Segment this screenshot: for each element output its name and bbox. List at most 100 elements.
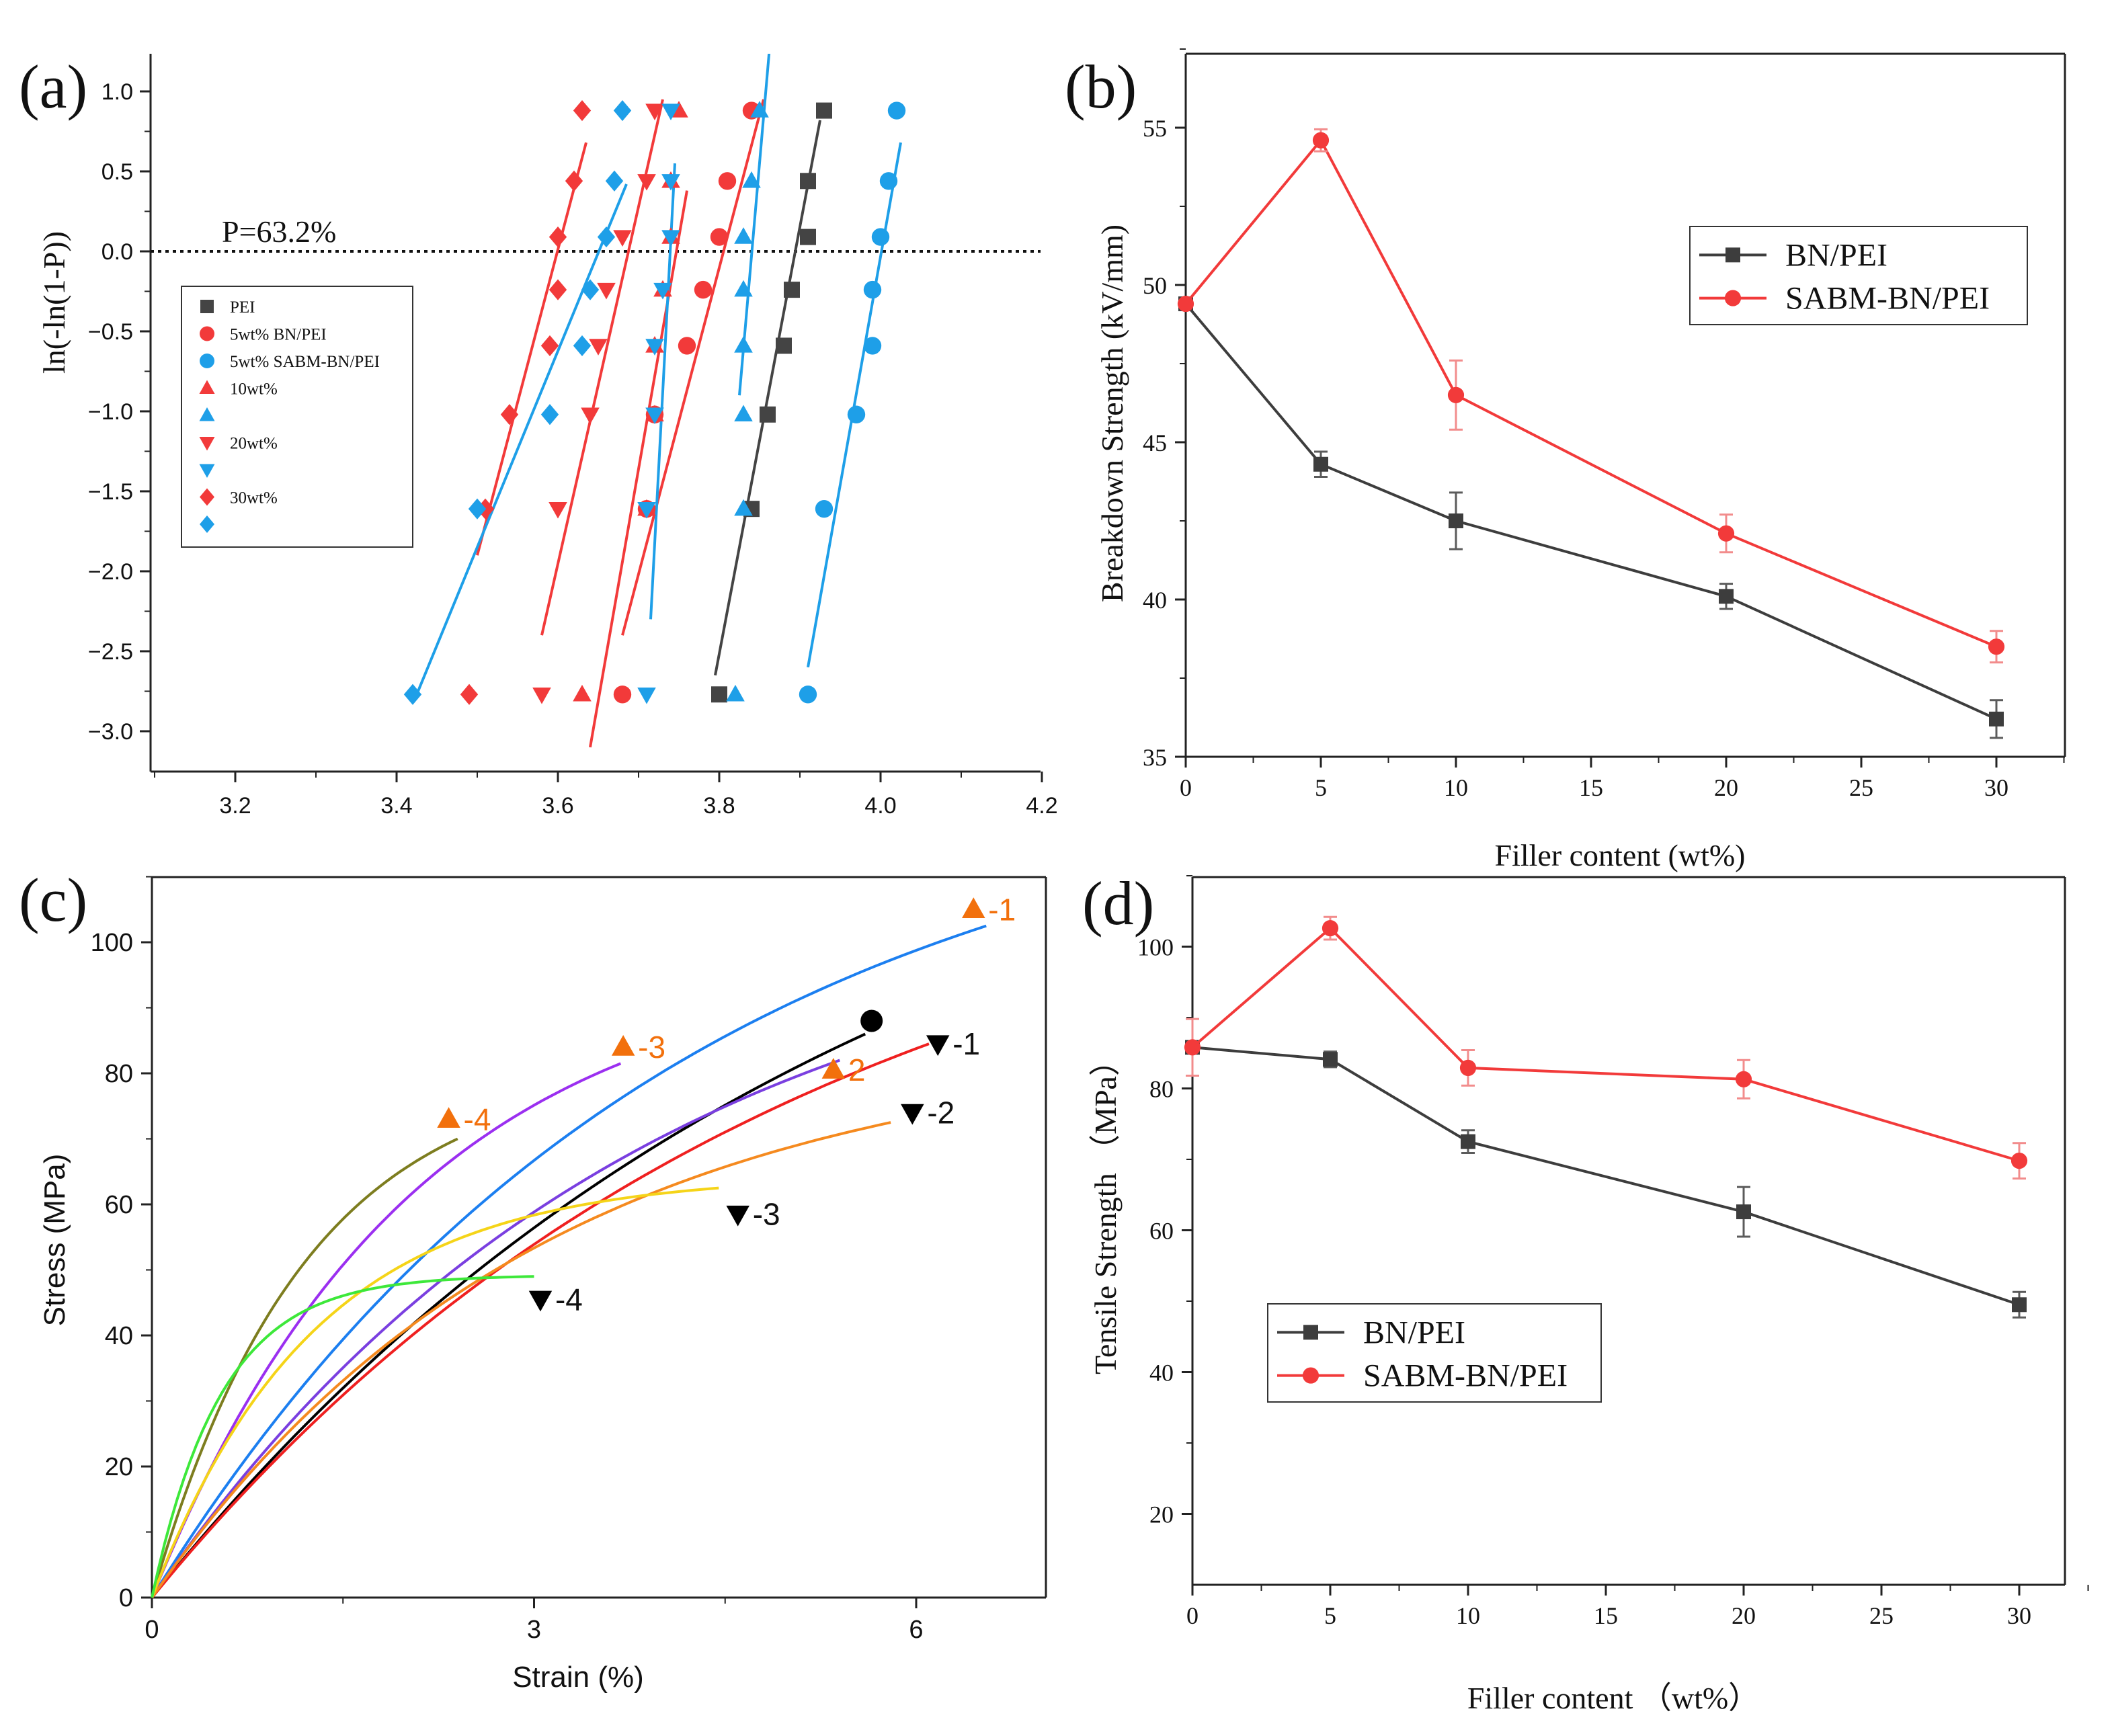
series-line-0: [1192, 1046, 2020, 1307]
data-point-2-0: [799, 686, 817, 704]
y-tick-label: −3.0: [88, 719, 133, 745]
x-tick-label: 3: [527, 1616, 541, 1644]
y-tick-label: −0.5: [88, 319, 133, 345]
y-tick-label: −2.0: [88, 559, 133, 585]
data-point-6-5: [661, 230, 680, 247]
legend-label-0: PEI: [230, 298, 255, 317]
x-tick-label: 25: [1849, 774, 1873, 801]
y-tick-label: 20: [1149, 1501, 1174, 1528]
panel-c-xlabel: Strain (%): [512, 1661, 644, 1694]
fit-line-1: [621, 99, 765, 636]
curve-label-6: -2: [927, 1096, 955, 1130]
panel-b-label: (b): [1065, 52, 1137, 121]
legend-box: [1267, 1303, 1602, 1403]
data-point-1-0: [1184, 1039, 1201, 1056]
data-point-0-1: [1313, 456, 1328, 472]
data-point-5-2: [581, 407, 600, 425]
x-tick-label: 10: [1444, 774, 1468, 801]
data-point-6-0: [637, 688, 656, 704]
y-tick-label: −2.5: [88, 639, 133, 665]
data-point-4-2: [734, 405, 753, 421]
data-point-0-3: [1736, 1204, 1751, 1220]
data-point-2-3: [863, 337, 882, 355]
data-point-6-4: [653, 282, 672, 300]
data-point-5-7: [645, 104, 664, 120]
data-point-4-6: [742, 171, 761, 188]
data-point-7-6: [565, 170, 583, 192]
panel-c-label: (c): [19, 866, 87, 934]
legend-marker-5: [199, 437, 215, 451]
x-tick-label: 10: [1456, 1602, 1480, 1629]
x-tick-label: 0: [1186, 1602, 1199, 1629]
data-point-1-2: [1459, 1059, 1477, 1077]
data-point-1-4: [2011, 1153, 2028, 1169]
data-point-8-7: [613, 99, 632, 122]
data-point-1-1: [1312, 132, 1330, 149]
data-point-1-3: [1735, 1071, 1752, 1087]
data-point-5-4: [597, 282, 616, 300]
data-point-0-4: [784, 282, 800, 298]
fit-line-0: [714, 120, 821, 676]
fit-line-2: [807, 142, 902, 668]
data-point-0-0: [711, 686, 727, 703]
y-tick-label: 0.0: [101, 239, 133, 265]
x-tick-label: 25: [1869, 1602, 1894, 1629]
data-point-1-0: [1177, 295, 1194, 313]
data-point-5-5: [613, 230, 632, 247]
panel-d-ylabel: Tensile Strength （MPa）: [1088, 1045, 1123, 1374]
data-point-8-2: [540, 404, 559, 425]
legend-label-1: SABM-BN/PEI: [1785, 281, 1990, 317]
x-tick-label: 20: [1732, 1602, 1756, 1629]
data-point-7-3: [540, 335, 559, 357]
data-point-0-4: [2012, 1297, 2027, 1313]
fit-line-5: [540, 99, 664, 636]
legend-marker-7: [200, 488, 214, 506]
x-tick-label: 0: [145, 1616, 159, 1644]
curve-marker-7: [726, 1205, 749, 1227]
panel-a-ylabel: ln(-ln(1-P)): [37, 231, 71, 374]
x-tick-label: 15: [1594, 1602, 1618, 1629]
legend-marker-1: [200, 326, 214, 341]
y-tick-label: 55: [1143, 115, 1167, 142]
data-point-4-4: [734, 280, 753, 297]
data-point-0-2: [760, 406, 776, 423]
data-point-3-0: [573, 684, 592, 702]
data-point-0-3: [1719, 589, 1734, 604]
stress-curve-3: [151, 1062, 622, 1598]
data-point-2-6: [879, 172, 898, 190]
panel-a-plot: 3.2 3.4 3.6 3.8 4.0 4.2 1.0 0.5 0.0 −0.5 −1.0 −1.5 −…: [88, 54, 1058, 819]
legend-marker-8: [200, 515, 214, 533]
data-point-6-2: [645, 407, 664, 425]
fit-line-3: [589, 190, 688, 748]
curve-marker-5: [926, 1035, 950, 1057]
y-tick-label: 80: [105, 1060, 133, 1088]
y-tick-label: 0: [119, 1584, 133, 1612]
data-point-2-5: [871, 228, 890, 246]
x-tick-label: 3.4: [380, 793, 412, 819]
x-tick-label: 3.6: [542, 793, 573, 819]
panel-d-label: (d): [1082, 869, 1154, 938]
legend-label-5: 20wt%: [230, 435, 278, 453]
data-point-2-4: [863, 280, 882, 299]
data-point-7-7: [573, 99, 592, 122]
panel-d-xlabel: Filler content （wt%）: [1467, 1681, 1759, 1715]
stress-curve-6: [151, 1121, 891, 1599]
legend-box: [181, 286, 413, 548]
data-point-2-2: [847, 405, 866, 423]
data-point-5-3: [589, 339, 608, 356]
x-tick-label: 5: [1324, 1602, 1336, 1629]
x-tick-label: 20: [1714, 774, 1738, 801]
curve-label-5: -1: [952, 1026, 980, 1061]
p-annotation: P=63.2%: [222, 214, 336, 249]
data-point-1-3: [1717, 525, 1735, 542]
curve-label-3: -3: [638, 1030, 665, 1065]
data-point-2-7: [887, 101, 906, 120]
y-tick-label: −1.0: [88, 399, 133, 425]
data-point-5-1: [549, 501, 567, 519]
data-point-4-1: [734, 499, 753, 516]
data-point-8-6: [605, 170, 624, 192]
data-point-1-1: [1322, 919, 1339, 937]
y-tick-label: 60: [105, 1191, 133, 1219]
